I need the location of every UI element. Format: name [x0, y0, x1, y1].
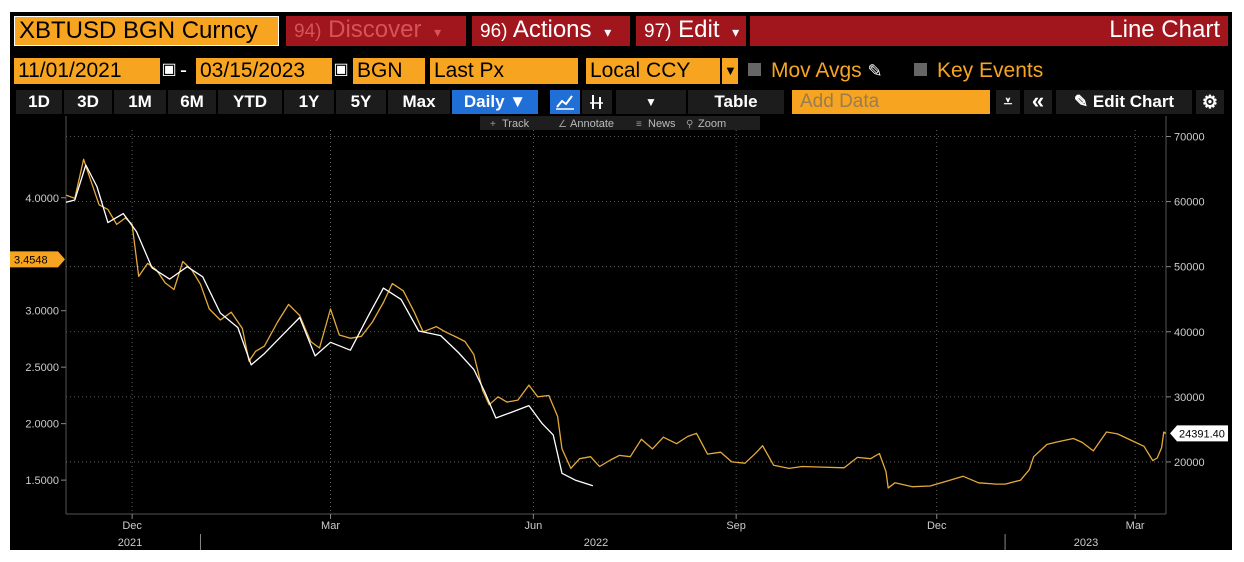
- edit-chart-label: Edit Chart: [1092, 92, 1175, 111]
- pricing-source-field[interactable]: BGN: [353, 58, 425, 84]
- key-events-toggle[interactable]: Key Events: [914, 58, 1074, 84]
- left-last-value-label: 3.4548: [14, 254, 48, 266]
- pencil-icon: ✎: [1073, 92, 1089, 111]
- gear-icon[interactable]: ⚙: [1196, 90, 1224, 114]
- calendar-icon[interactable]: ▣: [333, 61, 349, 78]
- discover-menu-number: 94): [294, 21, 322, 42]
- x-tick-label: Dec: [122, 520, 142, 532]
- x-tick-label: Sep: [726, 520, 746, 532]
- x-tick-label: Dec: [927, 520, 947, 532]
- left-tick-label: 4.0000: [25, 193, 59, 205]
- right-tick-label: 60000: [1174, 197, 1205, 209]
- edit-menu[interactable]: 97) Edit ▾: [636, 16, 746, 46]
- range-max-button[interactable]: Max: [388, 90, 450, 114]
- discover-menu-label: Discover: [328, 16, 422, 43]
- price-field-select[interactable]: Last Px: [430, 58, 578, 84]
- chevron-down-icon: ▾: [604, 24, 612, 40]
- annotate-icon: ∠: [558, 119, 567, 130]
- range-1y-button[interactable]: 1Y: [284, 90, 334, 114]
- line-chart-type-icon[interactable]: [550, 90, 580, 114]
- right-tick-label: 20000: [1174, 457, 1205, 469]
- mov-avgs-toggle[interactable]: Mov Avgs ✎: [748, 58, 908, 84]
- chart-tool-track: Track: [502, 118, 530, 130]
- x-tick-label: Mar: [321, 520, 340, 532]
- checkbox-icon[interactable]: [914, 63, 927, 76]
- chart-axes: [61, 116, 1171, 550]
- bloomberg-terminal-window: XBTUSD BGN Curncy 94) Discover ▾ 96) Act…: [10, 12, 1232, 550]
- start-date-field[interactable]: 11/01/2021: [14, 58, 160, 84]
- currency-select[interactable]: Local CCY: [586, 58, 720, 84]
- edit-chart-button[interactable]: ✎ Edit Chart: [1056, 90, 1192, 114]
- left-tick-label: 2.0000: [25, 419, 59, 431]
- chart-tool-zoom: Zoom: [698, 118, 726, 130]
- range-1d-button[interactable]: 1D: [16, 90, 62, 114]
- range-1m-button[interactable]: 1M: [114, 90, 166, 114]
- calendar-icon[interactable]: ▣: [161, 61, 177, 78]
- chevron-down-icon: ▾: [732, 24, 740, 40]
- line-chart[interactable]: + Track ∠ Annotate ≡ News ⚲ Zoom Dec Mar Jun Sep De…: [10, 116, 1232, 550]
- discover-menu[interactable]: 94) Discover ▾: [286, 16, 466, 46]
- chevron-down-icon: ▾: [434, 24, 442, 40]
- series-line-left-axis: [65, 164, 594, 487]
- x-tick-label: Jun: [524, 520, 542, 532]
- key-events-label: Key Events: [937, 59, 1044, 82]
- collapse-left-icon[interactable]: «: [1024, 90, 1052, 114]
- chart-gridlines: [66, 130, 1166, 514]
- right-tick-label: 70000: [1174, 132, 1205, 144]
- ticker-field[interactable]: XBTUSD BGN Curncy: [14, 16, 279, 46]
- mov-avgs-label: Mov Avgs: [771, 59, 862, 82]
- date-range-separator: -: [180, 59, 187, 82]
- right-tick-label: 50000: [1174, 262, 1205, 274]
- x-year-label: 2021: [118, 537, 142, 549]
- chart-series: [65, 158, 1167, 489]
- chevron-down-icon[interactable]: ▼: [616, 90, 686, 114]
- x-year-label: 2022: [584, 537, 608, 549]
- checkbox-icon[interactable]: [748, 63, 761, 76]
- bar-chart-type-icon[interactable]: [582, 90, 612, 114]
- left-tick-label: 2.5000: [25, 362, 59, 374]
- crosshair-icon: +: [490, 119, 496, 130]
- chevron-down-icon[interactable]: ▼: [722, 58, 738, 84]
- right-last-value-label: 24391.40: [1179, 428, 1225, 440]
- x-tick-label: Mar: [1126, 520, 1145, 532]
- chart-axis-labels: Dec Mar Jun Sep Dec Mar 2021 2022 2023 20000 30000…: [10, 132, 1228, 549]
- filter-icon[interactable]: ⩡: [996, 90, 1020, 114]
- periodicity-select[interactable]: Daily ▼: [452, 90, 538, 114]
- range-5y-button[interactable]: 5Y: [336, 90, 386, 114]
- x-year-label: 2023: [1074, 537, 1098, 549]
- range-3d-button[interactable]: 3D: [64, 90, 112, 114]
- range-6m-button[interactable]: 6M: [168, 90, 216, 114]
- add-data-input[interactable]: Add Data: [792, 90, 990, 114]
- actions-menu-number: 96): [480, 21, 508, 42]
- chart-tool-strip-bg: [480, 116, 760, 130]
- series-line-right-axis: [65, 158, 1167, 489]
- actions-menu[interactable]: 96) Actions ▾: [472, 16, 630, 46]
- left-tick-label: 3.0000: [25, 306, 59, 318]
- end-date-field[interactable]: 03/15/2023: [196, 58, 332, 84]
- chart-tool-annotate: Annotate: [570, 118, 614, 130]
- right-tick-label: 40000: [1174, 327, 1205, 339]
- edit-menu-number: 97): [644, 21, 672, 42]
- range-ytd-button[interactable]: YTD: [218, 90, 282, 114]
- edit-menu-label: Edit: [678, 16, 720, 43]
- zoom-icon: ⚲: [686, 119, 693, 130]
- actions-menu-label: Actions: [512, 16, 592, 43]
- right-last-value-badge: [1170, 425, 1228, 442]
- left-last-value-badge: [10, 251, 65, 268]
- table-button[interactable]: Table: [688, 90, 784, 114]
- news-icon: ≡: [636, 119, 642, 130]
- right-tick-label: 30000: [1174, 392, 1205, 404]
- chart-tool-news: News: [648, 118, 676, 130]
- chart-tool-strip[interactable]: + Track ∠ Annotate ≡ News ⚲ Zoom: [480, 116, 760, 130]
- page-title: Line Chart: [750, 16, 1228, 46]
- left-tick-label: 1.5000: [25, 475, 59, 487]
- pencil-icon[interactable]: ✎: [867, 61, 883, 81]
